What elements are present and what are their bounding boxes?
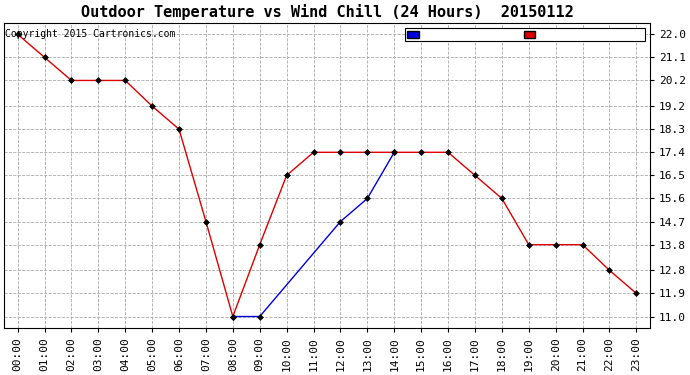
Text: Copyright 2015 Cartronics.com: Copyright 2015 Cartronics.com xyxy=(6,29,176,39)
Title: Outdoor Temperature vs Wind Chill (24 Hours)  20150112: Outdoor Temperature vs Wind Chill (24 Ho… xyxy=(81,4,573,20)
Legend: Wind Chill  (°F), Temperature  (°F): Wind Chill (°F), Temperature (°F) xyxy=(406,28,645,42)
